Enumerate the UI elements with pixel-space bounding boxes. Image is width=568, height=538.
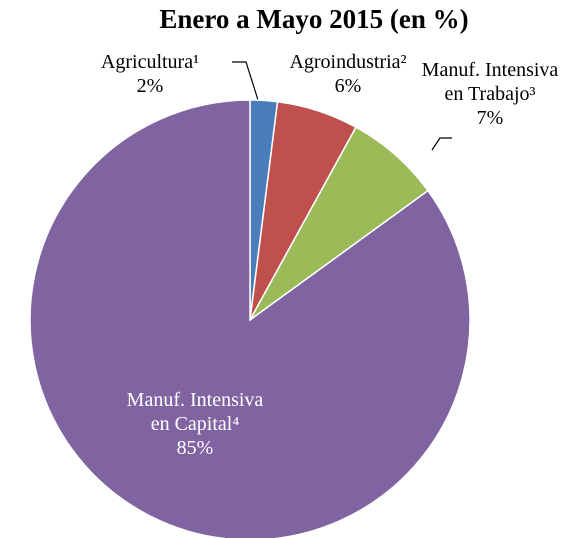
slice-label: Agricultura¹ 2% <box>55 50 245 98</box>
slice-label: Manuf. Intensiva en Capital⁴ 85% <box>125 388 265 460</box>
category-label: Manuf. Intensiva en Trabajo³ <box>421 59 559 105</box>
value-label: 7% <box>476 107 504 129</box>
leader-line <box>232 61 259 101</box>
value-label: 6% <box>334 75 362 97</box>
slice-label: Manuf. Intensiva en Trabajo³ 7% <box>420 58 560 130</box>
pie-slice <box>29 99 471 538</box>
value-label: 2% <box>136 75 164 97</box>
category-label: Agroindustria² <box>289 51 407 73</box>
chart-title: Enero a Mayo 2015 (en %) <box>159 4 469 34</box>
category-label: Manuf. Intensiva en Capital⁴ <box>126 389 264 435</box>
leader-line <box>431 137 452 151</box>
category-label: Agricultura¹ <box>100 51 200 73</box>
slice-label: Agroindustria² 6% <box>268 50 428 98</box>
value-label: 85% <box>176 437 214 459</box>
